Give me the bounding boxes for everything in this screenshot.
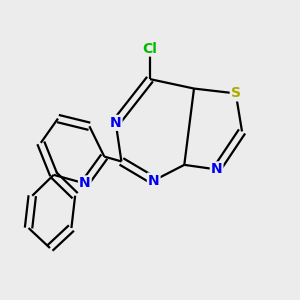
Text: N: N	[211, 162, 222, 176]
Text: S: S	[231, 86, 241, 100]
Text: N: N	[110, 116, 122, 130]
Text: N: N	[148, 174, 160, 188]
Text: Cl: Cl	[142, 41, 158, 56]
Text: N: N	[79, 176, 91, 190]
